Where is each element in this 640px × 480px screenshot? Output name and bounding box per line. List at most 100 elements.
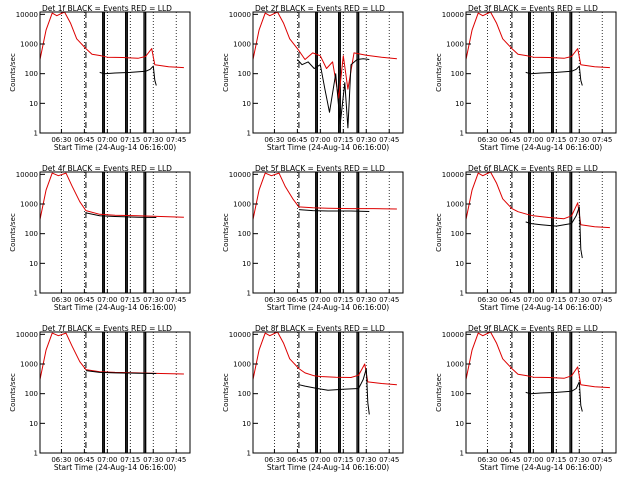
panel-4-x-tick-label: 07:00 [97,296,117,304]
panel-1-x-tick-label: 06:45 [74,136,94,144]
panel-5-x-tick-label: 06:30 [264,296,284,304]
panel-6-x-tick-label: 07:30 [569,296,589,304]
panel-3-title: Det 3f BLACK = Events RED = LLD [468,4,598,13]
panel-8-y-axis-label: Counts/sec [222,373,230,412]
panel-8-series-lld [252,331,397,386]
panel-7-y-axis-label: Counts/sec [9,373,17,412]
panel-5-y-tick-label: 1 [247,290,251,298]
panel-9-series-events [525,381,583,412]
panel-5-y-tick-label: 10000 [229,171,251,179]
panel-2-y-axis-label: Counts/sec [222,53,230,92]
panel-1-x-tick-label: 07:30 [143,136,163,144]
panel-7-x-tick-label: 07:00 [97,456,117,464]
panel-1-axes-frame [39,11,191,134]
panel-7-title: Det 7f BLACK = Events RED = LLD [42,324,172,333]
panel-7-x-tick-label: 07:45 [166,456,186,464]
panel-1-x-axis-label: Start Time (24-Aug-14 06:16:00) [54,143,176,152]
panel-8-y-tick-label: 10 [242,420,251,428]
chart-panel-1: 1 10 100 1000 10000 06:30 06:45 07:00 07:15 07:30… [9,4,191,152]
panel-4-axes-frame [39,171,191,294]
panel-8-x-axis-label: Start Time (24-Aug-14 06:16:00) [267,463,389,472]
panel-9-axes-frame [465,331,617,454]
panel-2-x-tick-label: 06:30 [264,136,284,144]
panel-7-x-tick-label: 06:45 [74,456,94,464]
panel-2-title: Det 2f BLACK = Events RED = LLD [255,4,385,13]
chart-panel-9: 1 10 100 1000 10000 06:30 06:45 07:00 07:15 07:30… [435,324,617,472]
chart-panel-3: 1 10 100 1000 10000 06:30 06:45 07:00 07:15 07:30… [435,4,617,152]
panel-1-title: Det 1f BLACK = Events RED = LLD [42,4,172,13]
panel-7-x-tick-label: 07:15 [120,456,140,464]
panel-9-y-tick-label: 1 [460,450,464,458]
panel-5-axes-frame [252,171,404,294]
panel-9-y-tick-label: 1000 [446,361,464,369]
panel-6-y-axis-label: Counts/sec [435,213,443,252]
panel-4-y-tick-label: 1000 [20,201,38,209]
panel-1-y-axis-label: Counts/sec [9,53,17,92]
panel-5-series-lld [252,172,397,220]
panel-6-x-tick-label: 07:45 [592,296,612,304]
panel-3-y-tick-label: 10000 [442,11,464,19]
panel-2-x-tick-label: 07:45 [379,136,399,144]
panel-3-x-tick-label: 07:15 [546,136,566,144]
panel-4-x-tick-label: 06:45 [74,296,94,304]
panel-7-x-axis-label: Start Time (24-Aug-14 06:16:00) [54,463,176,472]
panel-6-x-tick-label: 07:15 [546,296,566,304]
panel-6-y-tick-label: 100 [451,230,464,238]
panel-7-series-events [85,370,157,374]
panel-9-title: Det 9f BLACK = Events RED = LLD [468,324,598,333]
panel-6-axes-frame [465,171,617,294]
panel-7-y-tick-label: 10000 [16,331,38,339]
panel-4-x-tick-label: 07:45 [166,296,186,304]
panel-9-x-axis-label: Start Time (24-Aug-14 06:16:00) [480,463,602,472]
panel-3-x-axis-label: Start Time (24-Aug-14 06:16:00) [480,143,602,152]
panel-2-y-tick-label: 10000 [229,11,251,19]
panel-9-x-tick-label: 07:30 [569,456,589,464]
panel-4-title: Det 4f BLACK = Events RED = LLD [42,164,172,173]
panel-4-x-tick-label: 07:30 [143,296,163,304]
panel-5-x-tick-label: 06:45 [287,296,307,304]
panel-4-x-tick-label: 06:30 [51,296,71,304]
panel-9-x-tick-label: 07:00 [523,456,543,464]
panel-1-y-tick-label: 1 [34,130,38,138]
panel-5-x-tick-label: 07:30 [356,296,376,304]
panel-1-series-lld [39,11,184,69]
panel-1-series-events [99,65,157,86]
panel-2-y-tick-label: 1000 [233,41,251,49]
panel-3-x-tick-label: 06:45 [500,136,520,144]
panel-3-series-events [525,65,583,86]
panel-5-x-tick-label: 07:15 [333,296,353,304]
panel-4-x-tick-label: 07:15 [120,296,140,304]
panel-8-y-tick-label: 1000 [233,361,251,369]
panel-3-axes-frame [465,11,617,134]
panel-9-y-tick-label: 100 [451,390,464,398]
panel-1-y-tick-label: 10 [29,100,38,108]
panel-4-y-tick-label: 10000 [16,171,38,179]
panel-7-y-tick-label: 100 [25,390,38,398]
panel-8-x-tick-label: 07:00 [310,456,330,464]
panel-3-y-tick-label: 1000 [446,41,464,49]
panel-3-x-tick-label: 07:45 [592,136,612,144]
panel-5-series-events [298,209,370,212]
panel-1-x-tick-label: 07:45 [166,136,186,144]
panel-8-x-tick-label: 07:45 [379,456,399,464]
panel-8-axes-frame [252,331,404,454]
panel-9-x-tick-label: 06:30 [477,456,497,464]
panel-4-y-axis-label: Counts/sec [9,213,17,252]
panel-4-y-tick-label: 1 [34,290,38,298]
panel-9-x-tick-label: 07:45 [592,456,612,464]
panel-9-y-axis-label: Counts/sec [435,373,443,412]
panel-9-x-tick-label: 06:45 [500,456,520,464]
panel-2-axes-frame [252,11,404,134]
chart-panel-2: 1 10 100 1000 10000 06:30 06:45 07:00 07:15 07:30… [222,4,404,152]
panel-2-x-tick-label: 07:30 [356,136,376,144]
panel-8-title: Det 8f BLACK = Events RED = LLD [255,324,385,333]
panel-6-series-events [525,206,583,259]
panel-9-y-tick-label: 10000 [442,331,464,339]
panel-3-y-tick-label: 10 [455,100,464,108]
panel-7-x-tick-label: 06:30 [51,456,71,464]
panel-5-y-tick-label: 10 [242,260,251,268]
panel-7-y-tick-label: 1000 [20,361,38,369]
panel-9-y-tick-label: 10 [455,420,464,428]
panel-8-x-tick-label: 07:15 [333,456,353,464]
